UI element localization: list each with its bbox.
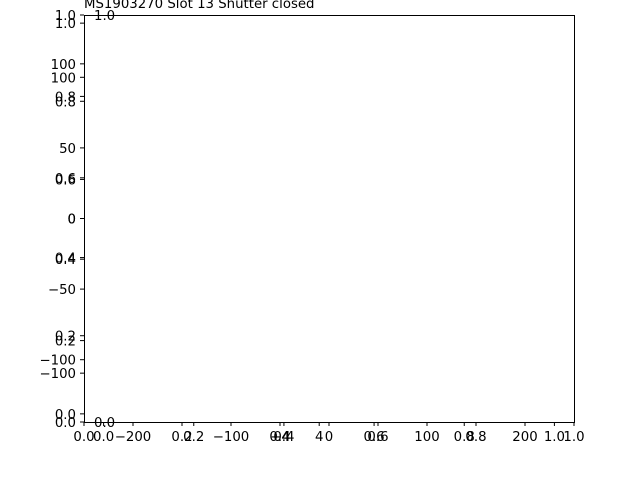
main-axes-frame: [84, 15, 575, 423]
main-x-tick-label: 0.8: [465, 430, 486, 445]
main-x-tick-label: 0.4: [269, 430, 290, 445]
inset-b-x-tick-label: 100: [414, 430, 439, 445]
inset-b-y-tick-label: −100: [39, 354, 76, 369]
inset-c-x-tick-label: 4: [315, 430, 323, 445]
inset-a-y-tick-label: 0.8: [55, 95, 76, 110]
inset-a-y-tick-label: 0.2: [55, 330, 76, 345]
inset-a-x-tick-label: 1.0: [544, 430, 565, 445]
inset-c-y-tick-label: 0: [68, 213, 76, 228]
tick-layer: 0.0 0.2 0.4 0.6 0.8 1.00.00.20.40.60.81.00.0 0…: [39, 9, 584, 445]
inset-b-y-tick-label: 50: [59, 142, 76, 157]
main-y-tick-label: 0.0: [55, 416, 76, 431]
main-y-tick-label: 1.0: [55, 9, 76, 24]
inset-b-x-tick-label: 200: [512, 430, 537, 445]
inset-a-y-tick-label: 0.6: [55, 173, 76, 188]
main-y-tick-label: 0.2: [55, 335, 76, 350]
inset-a-origin-tick-label: 0.0: [94, 416, 115, 431]
inset-a-x-tick-label: 0.0: [93, 430, 114, 445]
inset-b-y-tick-label: −50: [48, 283, 76, 298]
main-x-tick-label: 0.0: [73, 430, 94, 445]
inset-a-y-tick-label: 0.4: [55, 252, 76, 267]
chart-title: MS1903270 Slot 13 Shutter closed: [84, 0, 315, 12]
inset-a-x-tick-label: 0.4: [273, 430, 294, 445]
main-x-tick-label: 0.2: [171, 430, 192, 445]
inset-b-x-tick-label: −200: [115, 430, 152, 445]
inset-c-y-tick-label: −100: [39, 367, 76, 382]
main-x-tick-label: 0.6: [367, 430, 388, 445]
main-y-tick-label: 0.6: [55, 172, 76, 187]
inset-a-y-tick-label: 1.0: [55, 17, 76, 32]
inset-b-x-tick-label: −100: [213, 430, 250, 445]
inset-a-x-tick-label: 0.6: [364, 430, 385, 445]
inset-a-x-tick-label: 0.8: [454, 430, 475, 445]
inset-b-x-tick-label: 0: [325, 430, 333, 445]
main-x-tick-label: 1.0: [563, 430, 584, 445]
main-y-tick-label: 0.4: [55, 253, 76, 268]
inset-a-corner-tick-label: 1.0: [94, 9, 115, 24]
inset-b-y-tick-label: 100: [51, 71, 76, 86]
main-y-tick-label: 0.8: [55, 90, 76, 105]
inset-c-x-tick-label: −4: [270, 430, 290, 445]
inset-c-y-tick-label: 100: [51, 58, 76, 73]
inset-a-x-tick-label: 0.2: [183, 430, 204, 445]
inset-a-y-tick-label: 0.0: [55, 408, 76, 423]
inset-b-y-tick-label: 0: [68, 213, 76, 228]
